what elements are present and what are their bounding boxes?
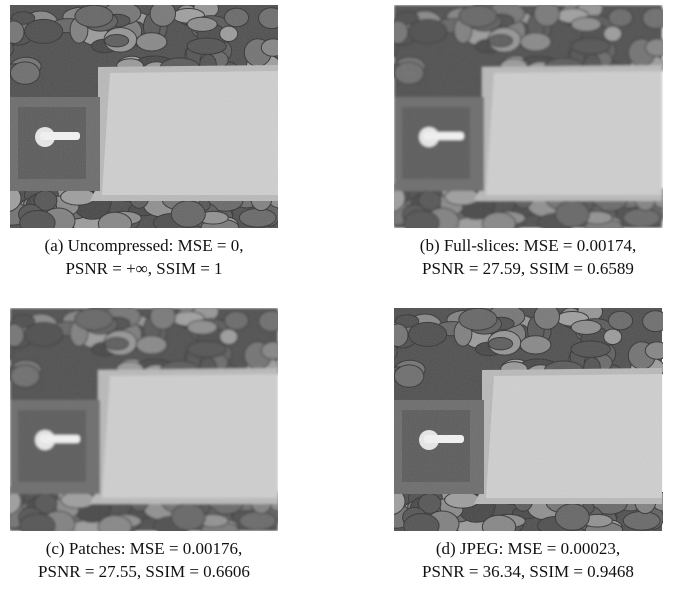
- panel: (b) Full-slices: MSE = 0.00174, PSNR = 2…: [378, 5, 678, 280]
- caption-line: (c) Patches: MSE = 0.00176,: [0, 537, 294, 560]
- caption-line: (a) Uncompressed: MSE = 0,: [0, 234, 294, 257]
- caption: (a) Uncompressed: MSE = 0, PSNR = +∞, SS…: [0, 234, 294, 280]
- caption-line: PSNR = +∞, SSIM = 1: [0, 257, 294, 280]
- caption: (c) Patches: MSE = 0.00176, PSNR = 27.55…: [0, 537, 294, 583]
- image: [394, 5, 663, 228]
- image: [10, 5, 278, 228]
- panel: (c) Patches: MSE = 0.00176, PSNR = 27.55…: [0, 308, 294, 583]
- caption: (d) JPEG: MSE = 0.00023, PSNR = 36.34, S…: [378, 537, 678, 583]
- page: (a) Uncompressed: MSE = 0, PSNR = +∞, SS…: [0, 0, 683, 591]
- caption-line: (d) JPEG: MSE = 0.00023,: [378, 537, 678, 560]
- image: [10, 308, 278, 531]
- caption-line: PSNR = 27.55, SSIM = 0.6606: [0, 560, 294, 583]
- panel: (d) JPEG: MSE = 0.00023, PSNR = 36.34, S…: [378, 308, 678, 583]
- caption-line: PSNR = 27.59, SSIM = 0.6589: [378, 257, 678, 280]
- image: [394, 308, 663, 531]
- caption-line: PSNR = 36.34, SSIM = 0.9468: [378, 560, 678, 583]
- panel: (a) Uncompressed: MSE = 0, PSNR = +∞, SS…: [0, 5, 294, 280]
- caption-line: (b) Full-slices: MSE = 0.00174,: [378, 234, 678, 257]
- caption: (b) Full-slices: MSE = 0.00174, PSNR = 2…: [378, 234, 678, 280]
